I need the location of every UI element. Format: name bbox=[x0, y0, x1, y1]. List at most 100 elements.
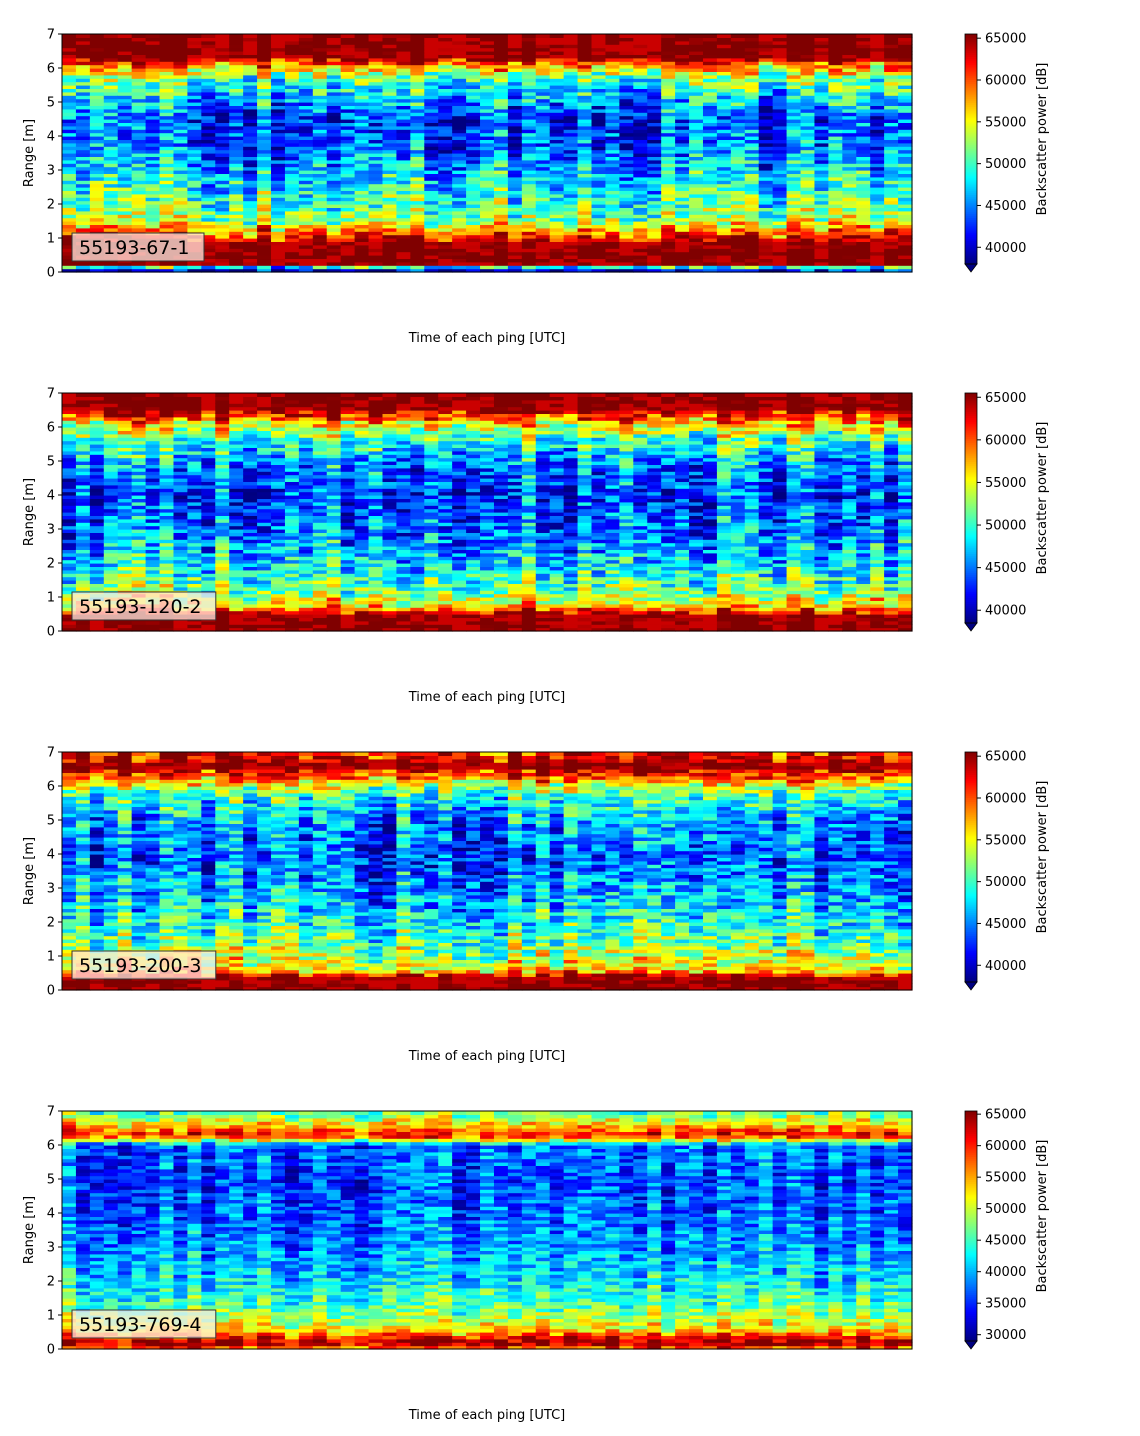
heatmap-cell bbox=[647, 102, 662, 106]
heatmap-cell bbox=[563, 210, 579, 215]
heatmap-cell bbox=[131, 525, 147, 530]
heatmap-cell bbox=[507, 187, 523, 191]
heatmap-cell bbox=[257, 166, 272, 171]
heatmap-cell bbox=[716, 231, 732, 236]
heatmap-cell bbox=[452, 190, 467, 195]
heatmap-cell bbox=[159, 532, 175, 537]
heatmap-cell bbox=[173, 183, 189, 188]
heatmap-cell bbox=[493, 173, 509, 178]
heatmap-cell bbox=[410, 85, 425, 89]
heatmap-cell bbox=[605, 187, 620, 191]
heatmap-cell bbox=[312, 129, 328, 134]
heatmap-cell bbox=[800, 54, 816, 59]
heatmap-cell bbox=[549, 204, 565, 208]
heatmap-cell bbox=[549, 163, 565, 168]
heatmap-cell bbox=[535, 102, 551, 106]
heatmap-cell bbox=[89, 44, 105, 49]
heatmap-cell bbox=[452, 265, 467, 270]
heatmap-cell bbox=[577, 166, 593, 171]
heatmap-cell bbox=[62, 491, 77, 496]
heatmap-cell bbox=[117, 214, 133, 219]
heatmap-cell bbox=[716, 207, 732, 212]
heatmap-cell bbox=[368, 37, 384, 42]
heatmap-cell bbox=[257, 115, 272, 120]
heatmap-cell bbox=[284, 180, 300, 185]
heatmap-cell bbox=[75, 552, 91, 557]
heatmap-cell bbox=[480, 231, 495, 236]
heatmap-cell bbox=[507, 244, 523, 249]
heatmap-cell bbox=[605, 159, 620, 164]
heatmap-cell bbox=[744, 153, 760, 157]
colorbar-swatch bbox=[965, 162, 977, 165]
heatmap-cell bbox=[744, 105, 760, 110]
colorbar-swatch bbox=[965, 175, 977, 179]
heatmap-cell bbox=[215, 146, 230, 151]
heatmap-cell bbox=[702, 132, 718, 137]
heatmap-cell bbox=[117, 437, 133, 442]
heatmap-cell bbox=[326, 244, 342, 249]
heatmap-cell bbox=[842, 47, 857, 52]
heatmap-cell bbox=[187, 217, 202, 222]
heatmap-cell bbox=[689, 261, 704, 266]
heatmap-cell bbox=[131, 57, 147, 62]
colorbar-label: Backscatter power [dB] bbox=[1035, 63, 1050, 216]
heatmap-cell bbox=[605, 68, 620, 72]
heatmap-cell bbox=[326, 224, 342, 229]
heatmap-cell bbox=[619, 261, 634, 266]
heatmap-cell bbox=[856, 193, 871, 198]
heatmap-cell bbox=[772, 119, 788, 123]
heatmap-cell bbox=[201, 40, 216, 45]
heatmap-cell bbox=[591, 81, 607, 86]
heatmap-cell bbox=[271, 251, 286, 256]
heatmap-cell bbox=[312, 78, 328, 83]
heatmap-cell bbox=[898, 122, 913, 127]
heatmap-cell bbox=[103, 47, 119, 52]
heatmap-cell bbox=[75, 54, 91, 59]
heatmap-cell bbox=[507, 34, 523, 38]
heatmap-cell bbox=[786, 183, 802, 188]
heatmap-cell bbox=[549, 170, 565, 174]
heatmap-cell bbox=[368, 234, 384, 239]
heatmap-cell bbox=[117, 423, 133, 428]
heatmap-cell bbox=[633, 71, 648, 76]
heatmap-cell bbox=[842, 61, 857, 66]
heatmap-cell bbox=[103, 265, 119, 270]
heatmap-cell bbox=[716, 64, 732, 69]
heatmap-cell bbox=[215, 156, 230, 161]
heatmap-cell bbox=[145, 98, 161, 103]
heatmap-cell bbox=[229, 231, 244, 236]
heatmap-cell bbox=[75, 183, 91, 188]
heatmap-cell bbox=[284, 187, 300, 191]
heatmap-cell bbox=[410, 78, 425, 83]
heatmap-cell bbox=[730, 265, 746, 270]
heatmap-cell bbox=[884, 153, 899, 157]
heatmap-cell bbox=[856, 159, 871, 164]
heatmap-cell bbox=[410, 176, 425, 181]
heatmap-cell bbox=[884, 34, 899, 38]
heatmap-cell bbox=[271, 255, 286, 259]
heatmap-cell bbox=[173, 221, 189, 225]
heatmap-cell bbox=[716, 241, 732, 246]
heatmap-cell bbox=[633, 47, 648, 52]
heatmap-cell bbox=[480, 136, 495, 140]
heatmap-cell bbox=[898, 44, 913, 49]
heatmap-cell bbox=[62, 624, 77, 629]
heatmap-cell bbox=[215, 241, 230, 246]
heatmap-cell bbox=[284, 142, 300, 147]
heatmap-cell bbox=[131, 518, 147, 523]
heatmap-cell bbox=[368, 214, 384, 219]
heatmap-cell bbox=[730, 197, 746, 202]
heatmap-cell bbox=[689, 193, 704, 198]
heatmap-cell bbox=[689, 85, 704, 89]
heatmap-cell bbox=[716, 136, 732, 140]
heatmap-cell bbox=[103, 119, 119, 123]
heatmap-cell bbox=[466, 265, 481, 270]
heatmap-cell bbox=[507, 132, 523, 137]
heatmap-cell bbox=[521, 261, 537, 266]
heatmap-cell bbox=[103, 515, 119, 520]
heatmap-cell bbox=[786, 71, 802, 76]
heatmap-cell bbox=[89, 78, 105, 83]
heatmap-cell bbox=[507, 268, 523, 273]
heatmap-cell bbox=[103, 399, 119, 404]
heatmap-cell bbox=[62, 214, 77, 219]
